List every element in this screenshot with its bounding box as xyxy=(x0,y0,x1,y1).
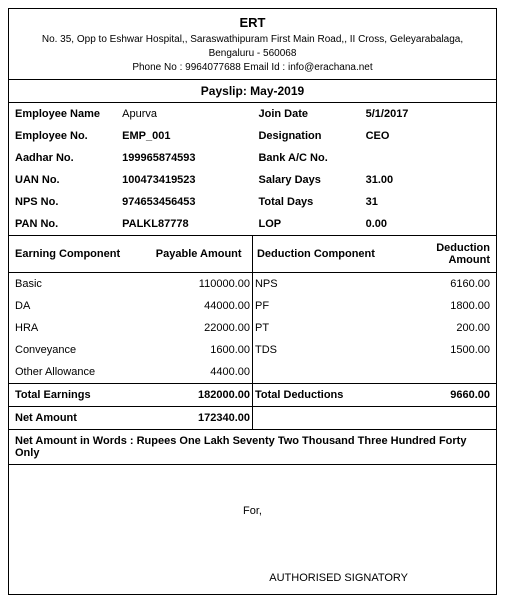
lop-lbl: LOP xyxy=(252,213,359,235)
ded-comp-hdr: Deduction Component xyxy=(252,236,398,273)
ded-amt: 6160.00 xyxy=(399,273,496,296)
ed-row: DA44000.00PF1800.00 xyxy=(9,295,496,317)
join-date: 5/1/2017 xyxy=(360,103,496,125)
earn-amt: 110000.00 xyxy=(145,273,252,296)
bank-lbl: Bank A/C No. xyxy=(252,147,359,169)
ded-amt: 1800.00 xyxy=(399,295,496,317)
earn-amt: 22000.00 xyxy=(145,317,252,339)
ed-row: Basic110000.00NPS6160.00 xyxy=(9,273,496,296)
ded-comp xyxy=(252,361,398,384)
earnings-deductions-table: Earning Component Payable Amount Deducti… xyxy=(9,235,496,430)
earn-comp: Other Allowance xyxy=(9,361,145,384)
designation-lbl: Designation xyxy=(252,125,359,147)
emp-no: EMP_001 xyxy=(116,125,252,147)
total-earn-lbl: Total Earnings xyxy=(9,384,145,407)
address-line1: No. 35, Opp to Eshwar Hospital,, Saraswa… xyxy=(17,33,488,47)
total-earn: 182000.00 xyxy=(145,384,252,407)
net-amt: 172340.00 xyxy=(145,407,252,430)
for-label: For, xyxy=(17,505,488,517)
nps-lbl: NPS No. xyxy=(9,191,116,213)
emp-name-lbl: Employee Name xyxy=(9,103,116,125)
pay-amt-hdr: Payable Amount xyxy=(145,236,252,273)
earn-amt: 4400.00 xyxy=(145,361,252,384)
ded-amt-hdr: Deduction Amount xyxy=(399,236,496,273)
designation: CEO xyxy=(360,125,496,147)
ed-row: HRA22000.00PT200.00 xyxy=(9,317,496,339)
aadhar-lbl: Aadhar No. xyxy=(9,147,116,169)
ded-comp: TDS xyxy=(252,339,398,361)
ded-comp: NPS xyxy=(252,273,398,296)
total-ded: 9660.00 xyxy=(399,384,496,407)
payslip-page: ERT No. 35, Opp to Eshwar Hospital,, Sar… xyxy=(8,8,497,595)
join-date-lbl: Join Date xyxy=(252,103,359,125)
ded-amt xyxy=(399,361,496,384)
signature-block: For, AUTHORISED SIGNATORY xyxy=(9,465,496,594)
ed-row: Conveyance1600.00TDS1500.00 xyxy=(9,339,496,361)
nps: 974653456453 xyxy=(116,191,252,213)
ed-row: Other Allowance4400.00 xyxy=(9,361,496,384)
sal-days: 31.00 xyxy=(360,169,496,191)
auth-signatory: AUTHORISED SIGNATORY xyxy=(17,572,488,584)
sal-days-lbl: Salary Days xyxy=(252,169,359,191)
bank xyxy=(360,147,496,169)
emp-no-lbl: Employee No. xyxy=(9,125,116,147)
pan: PALKL87778 xyxy=(116,213,252,235)
company-name: ERT xyxy=(17,15,488,30)
tot-days: 31 xyxy=(360,191,496,213)
amount-in-words: Net Amount in Words : Rupees One Lakh Se… xyxy=(9,430,496,465)
earn-amt: 1600.00 xyxy=(145,339,252,361)
earn-comp: Basic xyxy=(9,273,145,296)
emp-name: Apurva xyxy=(116,103,252,125)
address-line2: Bengaluru - 560068 xyxy=(17,47,488,61)
uan: 100473419523 xyxy=(116,169,252,191)
earn-amt: 44000.00 xyxy=(145,295,252,317)
payslip-title: Payslip: May-2019 xyxy=(9,80,496,103)
ded-comp: PF xyxy=(252,295,398,317)
ded-amt: 200.00 xyxy=(399,317,496,339)
aadhar: 199965874593 xyxy=(116,147,252,169)
words-lbl: Net Amount in Words : xyxy=(15,435,134,447)
ded-amt: 1500.00 xyxy=(399,339,496,361)
earn-comp: DA xyxy=(9,295,145,317)
earn-comp: HRA xyxy=(9,317,145,339)
contact-line: Phone No : 9964077688 Email Id : info@er… xyxy=(17,61,488,75)
pan-lbl: PAN No. xyxy=(9,213,116,235)
tot-days-lbl: Total Days xyxy=(252,191,359,213)
employee-info-table: Employee Name Apurva Join Date 5/1/2017 … xyxy=(9,103,496,235)
ded-comp: PT xyxy=(252,317,398,339)
lop: 0.00 xyxy=(360,213,496,235)
uan-lbl: UAN No. xyxy=(9,169,116,191)
earn-comp-hdr: Earning Component xyxy=(9,236,145,273)
total-ded-lbl: Total Deductions xyxy=(252,384,398,407)
earn-comp: Conveyance xyxy=(9,339,145,361)
header-block: ERT No. 35, Opp to Eshwar Hospital,, Sar… xyxy=(9,9,496,80)
net-lbl: Net Amount xyxy=(9,407,145,430)
